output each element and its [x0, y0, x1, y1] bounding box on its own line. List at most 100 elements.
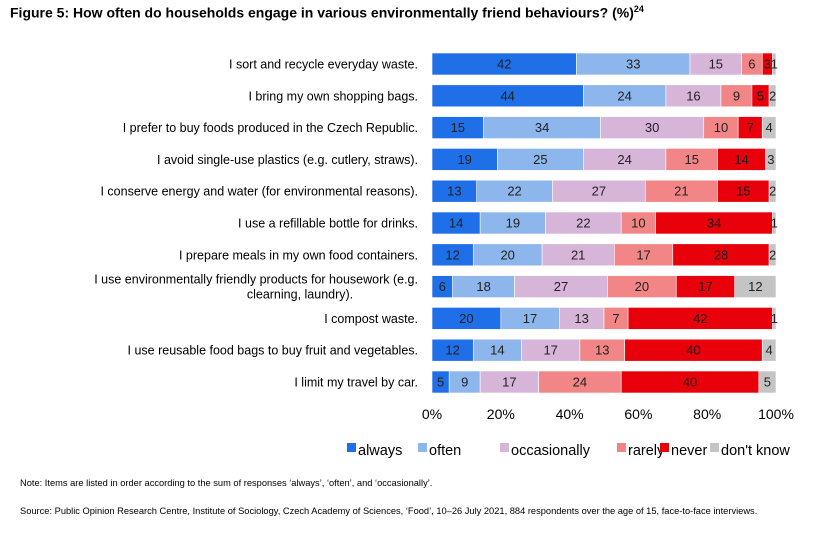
data-label: 40	[686, 343, 700, 358]
category-label: I use environmentally friendly products …	[94, 273, 418, 302]
legend-label: occasionally	[511, 443, 591, 459]
data-label: 3	[764, 57, 771, 72]
data-label: 42	[497, 57, 511, 72]
bar-segment-don-t-know	[768, 84, 777, 108]
data-label: 34	[707, 216, 721, 231]
data-label: 5	[757, 88, 764, 103]
legend-label: often	[429, 443, 461, 459]
data-label: 12	[445, 343, 459, 358]
category-label: I use reusable food bags to buy fruit an…	[128, 344, 418, 358]
data-label: 15	[709, 57, 723, 72]
category-labels: I sort and recycle everyday waste. I brin…	[94, 58, 418, 390]
legend-label: never	[671, 443, 707, 459]
data-label: 12	[748, 279, 762, 294]
title-text: Figure 5: How often do households engage…	[10, 4, 634, 21]
legend-swatch	[617, 443, 626, 452]
category-label: I avoid single-use plastics (e.g. cutler…	[157, 153, 418, 167]
data-label: 44	[500, 88, 514, 103]
data-label: 28	[714, 247, 728, 262]
data-label: 22	[576, 216, 590, 231]
data-label: 25	[533, 152, 547, 167]
category-label: I bring my own shopping bags.	[248, 89, 418, 103]
data-label: 42	[693, 311, 707, 326]
data-label: 21	[571, 247, 585, 262]
category-label: I sort and recycle everyday waste.	[229, 58, 418, 72]
data-label: 2	[769, 184, 776, 199]
category-label: I conserve energy and water (for environ…	[100, 185, 418, 199]
data-label: 2	[769, 88, 776, 103]
x-tick-label: 100%	[758, 406, 794, 422]
bar-segment-don-t-know	[734, 275, 777, 298]
data-label: 15	[684, 152, 698, 167]
data-label: 24	[617, 88, 631, 103]
x-axis: 0% 20% 40% 60% 80% 100%	[422, 406, 794, 422]
bars: 42 33 15 6 3 144 24 16 9 5 215 34 30 10 7 419 25 24 15 14 31…	[431, 52, 778, 394]
data-label: 17	[543, 343, 557, 358]
category-label: I use a refillable bottle for drinks.	[238, 217, 418, 231]
legend-swatch	[500, 443, 509, 452]
data-label: 24	[573, 375, 587, 390]
data-label: 22	[507, 184, 521, 199]
legend-swatch	[347, 443, 356, 452]
bar-segment-don-t-know	[761, 338, 777, 362]
data-label: 20	[500, 247, 514, 262]
title-footnote-ref: 24	[633, 4, 644, 14]
data-label: 4	[766, 343, 773, 358]
data-label: 16	[686, 88, 700, 103]
data-label: 7	[747, 120, 754, 135]
data-label: 2	[769, 247, 776, 262]
data-label: 6	[439, 279, 446, 294]
stacked-bar-chart: I sort and recycle everyday waste. I brin…	[94, 52, 794, 459]
data-label: 33	[626, 57, 640, 72]
data-label: 13	[574, 311, 588, 326]
data-label: 1	[771, 57, 778, 72]
data-label: 34	[535, 120, 549, 135]
bar-segment-don-t-know	[772, 52, 777, 76]
bar-segment-don-t-know	[758, 370, 777, 394]
category-label: I limit my travel by car.	[294, 376, 418, 390]
data-label: 1	[771, 216, 778, 231]
bar-segment-don-t-know	[765, 148, 777, 171]
bar-segment-don-t-know	[761, 116, 777, 139]
bar-segment-don-t-know	[768, 243, 777, 267]
data-label: 20	[459, 311, 473, 326]
legend: always often occasionally rarely never don't …	[347, 443, 790, 459]
legend-label: rarely	[628, 443, 665, 459]
data-label: 5	[764, 375, 771, 390]
x-tick-label: 80%	[693, 406, 721, 422]
data-label: 14	[490, 343, 504, 358]
data-label: 40	[683, 375, 697, 390]
data-label: 14	[734, 152, 748, 167]
data-label: 1	[771, 311, 778, 326]
data-label: 4	[766, 120, 773, 135]
data-label: 6	[748, 57, 755, 72]
data-label: 9	[461, 375, 468, 390]
data-label: 13	[447, 184, 461, 199]
data-label: 21	[674, 184, 688, 199]
x-tick-label: 0%	[422, 406, 442, 422]
legend-label: don't know	[721, 443, 790, 459]
data-label: 7	[612, 311, 619, 326]
bar-segment-don-t-know	[772, 307, 777, 330]
data-label: 27	[592, 184, 606, 199]
chart-source: Source: Public Opinion Research Centre, …	[20, 506, 758, 516]
x-tick-label: 60%	[624, 406, 652, 422]
data-label: 19	[457, 152, 471, 167]
data-label: 15	[736, 184, 750, 199]
data-label: 15	[451, 120, 465, 135]
data-label: 17	[636, 247, 650, 262]
data-label: 10	[714, 120, 728, 135]
bar-segment-don-t-know	[768, 179, 777, 203]
legend-swatch	[660, 443, 669, 452]
chart-title: Figure 5: How often do households engage…	[10, 4, 644, 21]
legend-swatch	[710, 443, 719, 452]
legend-label: always	[358, 443, 402, 459]
data-label: 13	[595, 343, 609, 358]
data-label: 14	[449, 216, 463, 231]
data-label: 17	[502, 375, 516, 390]
data-label: 19	[506, 216, 520, 231]
data-label: 10	[631, 216, 645, 231]
data-label: 27	[554, 279, 568, 294]
chart-note: Note: Items are listed in order accordin…	[20, 478, 433, 488]
category-label: I prefer to buy foods produced in the Cz…	[123, 121, 418, 135]
